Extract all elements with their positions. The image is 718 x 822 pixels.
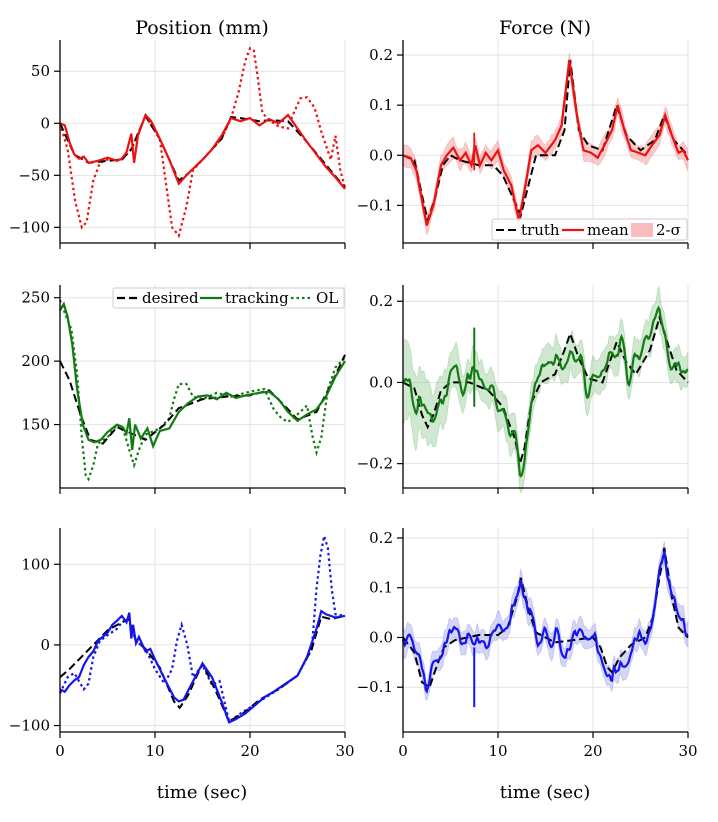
position-panel-1: −100 −50 0 50 (9, 40, 347, 249)
pos1-tracking-line (59, 112, 346, 190)
force1-ytick-label-0: −0.1 (357, 196, 393, 214)
force2-ytick-label-0: −0.2 (357, 455, 393, 473)
legend-ol-label: OL (316, 289, 338, 307)
pos3-xtick-label-2: 20 (240, 742, 259, 760)
pos3-xtick-label-1: 10 (145, 742, 164, 760)
pos3-ytick-label-2: 100 (21, 555, 50, 573)
force3-truth-line (402, 547, 689, 689)
legend-truth-label: truth (521, 221, 560, 239)
pos2-ytick-label-2: 250 (21, 289, 50, 307)
force2-ytick-label-2: 0.2 (369, 292, 393, 310)
legend-tracking-label: tracking (225, 289, 289, 307)
pos3-ol-line (59, 535, 346, 724)
pos3-tracking-line (59, 609, 346, 724)
legend-mean-label: mean (587, 221, 629, 239)
force-panel-3: −0.1 0.0 0.1 0.2 0 10 20 30 (357, 528, 698, 760)
xlabel-force: time (sec) (500, 782, 590, 803)
force3-xtick-label-3: 30 (678, 742, 697, 760)
pos2-tracking-line (59, 301, 346, 451)
pos2-ytick-label-1: 200 (21, 352, 50, 370)
force1-ytick-label-2: 0.1 (369, 96, 393, 114)
force2-ytick-label-1: 0.0 (369, 373, 393, 391)
pos3-ytick-label-0: −100 (9, 717, 50, 735)
force2-mean-line (402, 305, 689, 478)
legend-desired-label: desired (142, 289, 199, 307)
force2-truth-line (402, 314, 689, 464)
position-legend: desired tracking OL (112, 287, 345, 309)
force3-ytick-label-3: 0.2 (369, 529, 393, 547)
pos2-ol-line (58, 299, 346, 482)
position-panel-3: −100 0 100 0 10 20 30 (9, 528, 355, 760)
position-legend-box (112, 287, 345, 309)
pos1-ol-line (58, 46, 347, 239)
pos1-desired-line (59, 113, 346, 189)
title-position: Position (mm) (135, 17, 269, 39)
force1-mean-line (402, 59, 689, 226)
force1-truth-line (402, 59, 689, 225)
force3-sigma-band (402, 541, 689, 702)
pos1-ytick-label-2: 0 (40, 114, 50, 132)
pos2-ytick-label-0: 150 (21, 416, 50, 434)
title-force: Force (N) (499, 17, 591, 39)
pos1-ytick-label-0: −100 (9, 218, 50, 236)
force3-ytick-label-0: −0.1 (357, 678, 393, 696)
force3-mean-line (401, 550, 689, 694)
force-legend: truth mean 2-σ (491, 218, 688, 241)
force1-ytick-label-1: 0.0 (369, 146, 393, 164)
force1-ytick-label-3: 0.2 (369, 46, 393, 64)
force-panel-2: −0.2 0.0 0.2 (357, 285, 689, 494)
force2-sigma-band (402, 285, 689, 494)
pos1-ytick-label-1: −50 (18, 166, 50, 184)
pos2-desired-line (59, 354, 346, 445)
legend-sigma-swatch (631, 223, 653, 237)
legend-sigma-label: 2-σ (656, 221, 681, 239)
plots-area: −100 −50 0 50 −0.1 0.0 0.1 0.2 truth mean 2-σ 150 20… (9, 40, 698, 760)
force-panel-1: −0.1 0.0 0.1 0.2 truth mean 2-σ (357, 40, 689, 249)
force1-sigma-band (402, 52, 689, 237)
pos3-xtick-label-3: 30 (335, 742, 354, 760)
force3-xtick-label-1: 10 (488, 742, 507, 760)
force3-ytick-label-2: 0.1 (369, 579, 393, 597)
xlabel-position: time (sec) (157, 782, 247, 803)
force3-xtick-label-0: 0 (398, 742, 408, 760)
position-panel-2: 150 200 250 desired tracking OL (21, 285, 346, 494)
pos1-ytick-label-3: 50 (31, 62, 50, 80)
pos3-xtick-label-0: 0 (55, 742, 65, 760)
force3-ytick-label-1: 0.0 (369, 628, 393, 646)
force3-xtick-label-2: 20 (583, 742, 602, 760)
pos3-ytick-label-1: 0 (40, 636, 50, 654)
